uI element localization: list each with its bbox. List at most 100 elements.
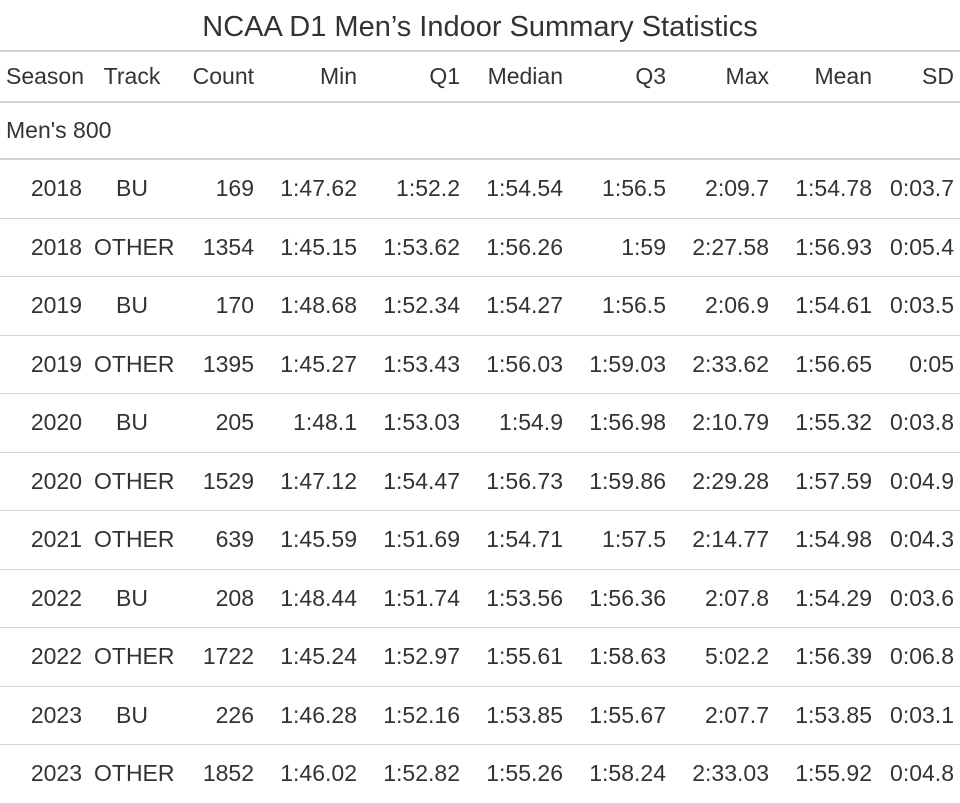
cell-median: 1:54.54 <box>466 159 569 219</box>
cell-min: 1:48.1 <box>260 393 363 453</box>
cell-q1: 1:52.16 <box>363 686 466 745</box>
cell-median: 1:53.85 <box>466 686 569 745</box>
group-row: Men's 800 <box>0 102 960 160</box>
cell-q1: 1:54.47 <box>363 452 466 511</box>
column-header-sd: SD <box>878 52 960 103</box>
table-body: 2018 BU 169 1:47.62 1:52.2 1:54.54 1:56.5 2:09.… <box>0 159 960 803</box>
cell-track: OTHER <box>88 452 176 511</box>
cell-max: 2:33.62 <box>672 335 775 394</box>
cell-track: BU <box>88 393 176 453</box>
cell-q3: 1:58.63 <box>569 627 672 687</box>
cell-mean: 1:56.65 <box>775 335 878 394</box>
cell-track: BU <box>88 569 176 628</box>
column-header-q1: Q1 <box>363 52 466 103</box>
cell-track: OTHER <box>94 760 175 787</box>
cell-mean: 1:57.59 <box>775 452 878 511</box>
table-header: Season Track Count Min Q1 Median Q3 Max … <box>0 52 960 103</box>
cell-season: 2022 <box>0 569 88 628</box>
cell-q1: 1:52.97 <box>363 627 466 687</box>
cell-min: 1:45.24 <box>260 627 363 687</box>
cell-season: 2021 <box>0 510 88 570</box>
cell-mean: 1:53.85 <box>775 686 878 745</box>
cell-track: OTHER <box>88 510 176 570</box>
table-row: 2023 OTHER 1852 1:46.02 1:52.82 1:55.26 1:58.2… <box>0 745 960 803</box>
cell-season: 2022 <box>0 627 88 687</box>
cell-max: 2:09.7 <box>672 159 775 219</box>
cell-median: 1:56.03 <box>466 335 569 394</box>
cell-count: 1852 <box>202 760 254 787</box>
column-header-median: Median <box>466 52 569 103</box>
cell-count: 1529 <box>176 452 260 511</box>
cell-q3: 1:59.03 <box>569 335 672 394</box>
cell-max: 2:07.8 <box>672 569 775 628</box>
cell-min: 1:48.68 <box>260 276 363 336</box>
cell-q3: 1:56.5 <box>569 276 672 336</box>
cell-mean: 1:55.92 <box>795 760 872 787</box>
cell-max: 2:27.58 <box>672 218 775 277</box>
cell-q1: 1:52.34 <box>363 276 466 336</box>
cell-count: 170 <box>176 276 260 336</box>
cell-mean: 1:54.78 <box>775 159 878 219</box>
cell-mean: 1:56.93 <box>775 218 878 277</box>
cell-count: 1354 <box>176 218 260 277</box>
cell-median: 1:56.26 <box>466 218 569 277</box>
cell-median: 1:54.71 <box>466 510 569 570</box>
cell-mean: 1:54.29 <box>775 569 878 628</box>
cell-q3: 1:56.98 <box>569 393 672 453</box>
column-header-min: Min <box>260 52 363 103</box>
header-row: Season Track Count Min Q1 Median Q3 Max … <box>0 52 960 103</box>
cell-track: BU <box>88 686 176 745</box>
group-section: Men's 800 <box>0 102 960 160</box>
cell-sd: 0:03.1 <box>878 686 960 745</box>
cell-season: 2019 <box>0 276 88 336</box>
cell-sd: 0:05.4 <box>878 218 960 277</box>
cell-median: 1:55.61 <box>466 627 569 687</box>
cell-track: OTHER <box>88 218 176 277</box>
table-row: 2020 OTHER 1529 1:47.12 1:54.47 1:56.73 1:59.8… <box>0 452 960 511</box>
cell-min: 1:45.27 <box>260 335 363 394</box>
cell-season: 2020 <box>0 452 88 511</box>
column-header-season: Season <box>0 52 88 103</box>
cell-sd: 0:04.3 <box>878 510 960 570</box>
cell-count: 1722 <box>176 627 260 687</box>
cell-sd: 0:03.7 <box>878 159 960 219</box>
cell-q3: 1:57.5 <box>569 510 672 570</box>
table-row: 2022 BU 208 1:48.44 1:51.74 1:53.56 1:56.36 2:0… <box>0 569 960 628</box>
cell-q3: 1:59 <box>569 218 672 277</box>
cell-max: 2:29.28 <box>672 452 775 511</box>
summary-table: Season Track Count Min Q1 Median Q3 Max … <box>0 52 960 803</box>
cell-max: 2:14.77 <box>672 510 775 570</box>
cell-min: 1:45.15 <box>260 218 363 277</box>
cell-season: 2019 <box>0 335 88 394</box>
cell-season: 2023 <box>30 760 82 787</box>
table-row: 2018 BU 169 1:47.62 1:52.2 1:54.54 1:56.5 2:09.… <box>0 159 960 219</box>
table-row: 2019 OTHER 1395 1:45.27 1:53.43 1:56.03 1:59.0… <box>0 335 960 394</box>
cell-q3: 1:56.36 <box>569 569 672 628</box>
cell-max: 2:10.79 <box>672 393 775 453</box>
cell-min: 1:48.44 <box>260 569 363 628</box>
cell-max: 2:07.7 <box>672 686 775 745</box>
table-row: 2020 BU 205 1:48.1 1:53.03 1:54.9 1:56.98 2:10.… <box>0 393 960 453</box>
cell-q1: 1:53.62 <box>363 218 466 277</box>
table-row: 2022 OTHER 1722 1:45.24 1:52.97 1:55.61 1:58.6… <box>0 627 960 687</box>
cell-mean: 1:56.39 <box>775 627 878 687</box>
cell-sd: 0:03.5 <box>878 276 960 336</box>
cell-sd: 0:04.9 <box>878 452 960 511</box>
cell-track: OTHER <box>88 335 176 394</box>
cell-mean: 1:54.98 <box>775 510 878 570</box>
cell-median: 1:54.9 <box>466 393 569 453</box>
cell-q3: 1:58.24 <box>589 760 666 787</box>
table-row: 2023 BU 226 1:46.28 1:52.16 1:53.85 1:55.67 2:0… <box>0 686 960 745</box>
cell-sd: 0:06.8 <box>878 627 960 687</box>
cell-min: 1:46.02 <box>280 760 357 787</box>
cell-q3: 1:59.86 <box>569 452 672 511</box>
cell-q1: 1:52.82 <box>383 760 460 787</box>
column-header-max: Max <box>672 52 775 103</box>
cell-sd: 0:04.8 <box>890 760 954 787</box>
cell-q3: 1:56.5 <box>569 159 672 219</box>
cell-count: 639 <box>176 510 260 570</box>
cell-min: 1:45.59 <box>260 510 363 570</box>
cell-season: 2018 <box>0 218 88 277</box>
cell-sd: 0:03.6 <box>878 569 960 628</box>
